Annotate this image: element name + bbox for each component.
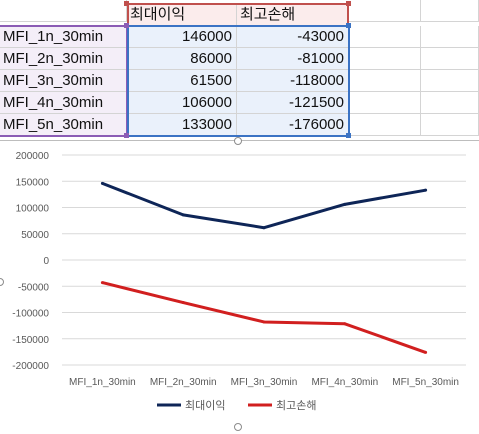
empty-cell[interactable] — [349, 0, 421, 22]
x-tick-label: MFI_5n_30min — [392, 377, 459, 388]
x-tick-label: MFI_2n_30min — [150, 377, 217, 388]
series-line-max-loss[interactable] — [102, 281, 427, 354]
empty-cell[interactable] — [421, 0, 479, 22]
data-point[interactable] — [262, 226, 266, 230]
data-point[interactable] — [181, 213, 185, 217]
row-label-cell[interactable]: MFI_5n_30min — [0, 114, 127, 136]
row-label-cell[interactable]: MFI_2n_30min — [0, 48, 127, 70]
spreadsheet-grid: 최대이익 최고손해 MFI_1n_30min 146000 -43000 MFI… — [0, 0, 479, 140]
x-axis-tick-labels: MFI_1n_30min MFI_2n_30min MFI_3n_30min MFI_… — [69, 377, 459, 388]
range-resize-handle[interactable] — [124, 23, 129, 28]
y-tick-label: 50000 — [21, 230, 49, 241]
range-resize-handle[interactable] — [346, 23, 351, 28]
series-line-max-profit[interactable] — [101, 181, 426, 230]
y-tick-label: 0 — [43, 256, 49, 267]
empty-cell[interactable] — [421, 48, 479, 70]
y-tick-label: 150000 — [16, 177, 50, 188]
x-tick-label: MFI_1n_30min — [69, 377, 136, 388]
data-point[interactable] — [424, 188, 428, 192]
empty-cell[interactable] — [349, 26, 421, 48]
data-point[interactable] — [100, 181, 104, 185]
max-profit-cell[interactable]: 86000 — [127, 48, 237, 70]
row-label-cell[interactable]: MFI_4n_30min — [0, 92, 127, 114]
data-point[interactable] — [424, 350, 428, 354]
data-point[interactable] — [262, 320, 266, 324]
x-tick-label: MFI_4n_30min — [311, 377, 378, 388]
y-tick-label: -200000 — [12, 361, 49, 372]
range-resize-handle[interactable] — [124, 133, 129, 138]
max-profit-cell[interactable]: 146000 — [127, 26, 237, 48]
max-profit-cell[interactable]: 61500 — [127, 70, 237, 92]
max-profit-cell[interactable]: 106000 — [127, 92, 237, 114]
series-lines — [100, 181, 428, 354]
empty-cell[interactable] — [421, 26, 479, 48]
y-axis-tick-labels: 200000 150000 100000 50000 0 -50000 -100000 -15… — [12, 151, 49, 372]
legend-entry[interactable]: 최대이익 — [185, 399, 225, 412]
data-point[interactable] — [181, 301, 185, 305]
empty-cell[interactable] — [349, 70, 421, 92]
y-tick-label: -50000 — [18, 282, 50, 293]
header-cell-max-loss[interactable]: 최고손해 — [237, 4, 349, 26]
legend-entry[interactable]: 최고손해 — [276, 398, 316, 412]
row-label-cell[interactable]: MFI_3n_30min — [0, 70, 127, 92]
max-profit-cell[interactable]: 133000 — [127, 114, 237, 136]
line-chart: 200000 150000 100000 50000 0 -50000 -100000 -15… — [12, 151, 466, 412]
max-loss-cell[interactable]: -43000 — [237, 26, 349, 48]
y-tick-label: 100000 — [16, 204, 50, 215]
y-tick-label: -100000 — [12, 309, 49, 320]
data-point[interactable] — [343, 202, 347, 206]
chart-resize-handle[interactable] — [234, 423, 242, 431]
gridlines — [62, 154, 466, 366]
empty-cell[interactable] — [421, 114, 479, 136]
range-resize-handle[interactable] — [346, 1, 351, 6]
row-label-cell[interactable]: MFI_1n_30min — [0, 26, 127, 48]
line-chart-container[interactable]: 200000 150000 100000 50000 0 -50000 -100000 -15… — [0, 137, 479, 431]
range-resize-handle[interactable] — [124, 1, 129, 6]
empty-cell[interactable] — [421, 92, 479, 114]
empty-cell[interactable] — [421, 70, 479, 92]
header-cell-max-profit[interactable]: 최대이익 — [127, 4, 237, 26]
y-tick-label: -150000 — [12, 335, 49, 346]
legend[interactable]: 최대이익 최고손해 — [157, 398, 316, 412]
max-loss-cell[interactable]: -118000 — [237, 70, 349, 92]
chart-resize-handle[interactable] — [234, 137, 242, 145]
empty-cell[interactable] — [349, 114, 421, 136]
max-loss-cell[interactable]: -121500 — [237, 92, 349, 114]
x-tick-label: MFI_3n_30min — [231, 377, 298, 388]
empty-cell[interactable] — [349, 92, 421, 114]
max-loss-cell[interactable]: -176000 — [237, 114, 349, 136]
empty-header-cell[interactable] — [0, 0, 127, 22]
max-loss-cell[interactable]: -81000 — [237, 48, 349, 70]
data-point[interactable] — [100, 281, 104, 285]
empty-cell[interactable] — [349, 48, 421, 70]
range-resize-handle[interactable] — [346, 133, 351, 138]
data-point[interactable] — [343, 322, 347, 326]
y-tick-label: 200000 — [16, 151, 50, 162]
